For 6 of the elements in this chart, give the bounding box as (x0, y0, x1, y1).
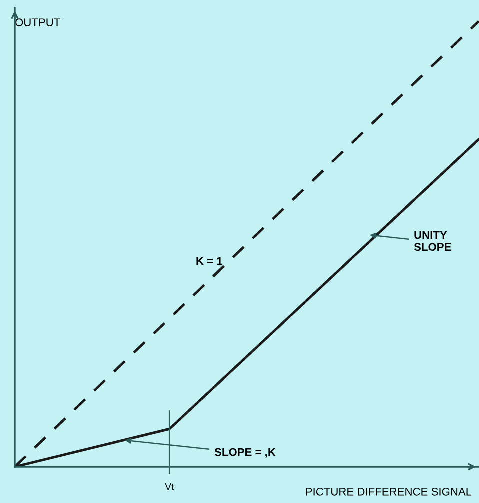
annotation: K = 1 (196, 257, 223, 266)
y-axis-title: OUTPUT (16, 18, 60, 26)
text: Vt (165, 483, 174, 490)
x-axis-title: PICTURE DIFFERENCE SIGNAL (306, 488, 472, 496)
annotation: UNITY SLOPE (414, 231, 452, 252)
annotation: SLOPE = ,K (214, 448, 276, 458)
